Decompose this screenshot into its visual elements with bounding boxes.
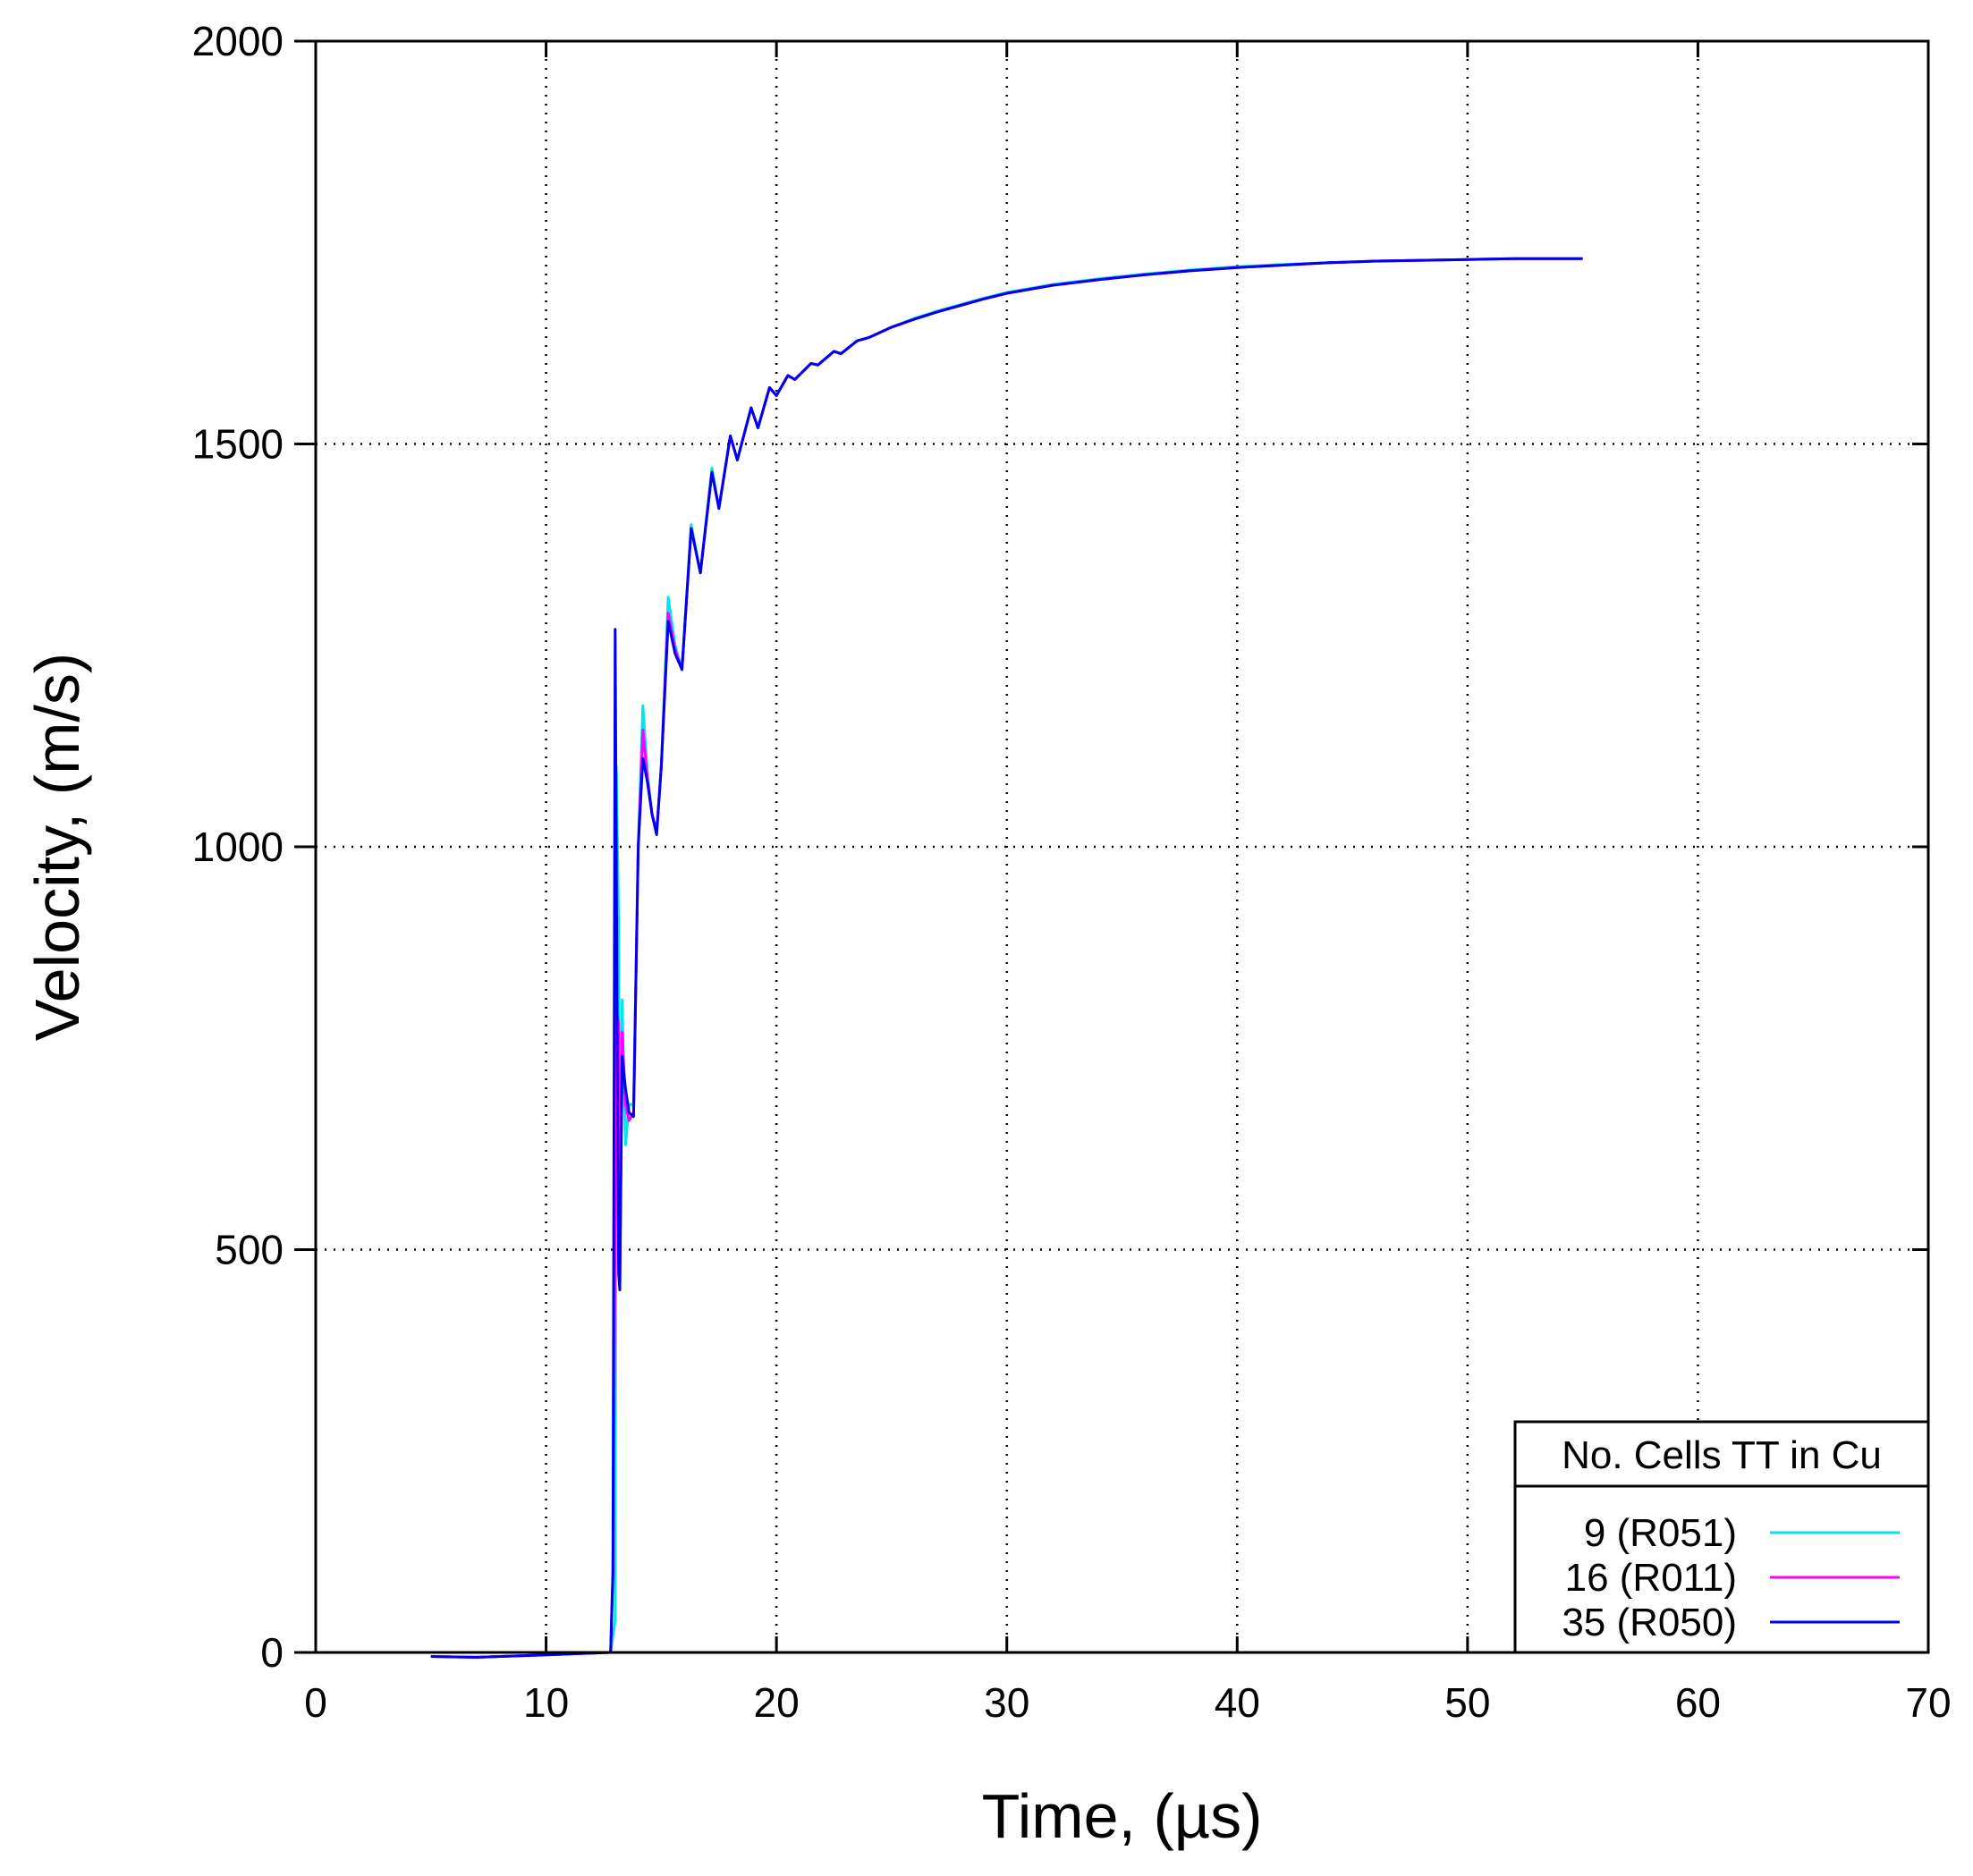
- grid-lines: [316, 41, 1928, 1652]
- x-tick-label: 70: [1905, 1679, 1951, 1726]
- legend-label-3: 35 (R050): [1562, 1601, 1737, 1644]
- legend-entries: 9 (R051)16 (R011)35 (R050): [1562, 1511, 1900, 1644]
- x-tick-label: 50: [1444, 1679, 1490, 1726]
- y-tick-label: 1500: [192, 421, 284, 468]
- y-tick-label: 2000: [192, 18, 284, 64]
- x-tick-label: 60: [1675, 1679, 1721, 1726]
- series-lines: [430, 257, 1583, 1659]
- axis-ticks: 0 10 20 30 40 50 60 70 0 500 1000 1500 2000: [192, 18, 1952, 1726]
- series-line-3: [430, 257, 1583, 1659]
- legend-label-1: 9 (R051): [1584, 1511, 1737, 1555]
- legend-label-2: 16 (R011): [1565, 1556, 1737, 1600]
- legend-box: [1513, 1420, 1930, 1654]
- x-tick-label: 0: [304, 1679, 327, 1726]
- y-axis-title: Velocity, (m/s): [22, 653, 92, 1041]
- x-tick-label: 30: [984, 1679, 1029, 1726]
- y-tick-label: 1000: [192, 824, 284, 870]
- y-tick-label: 0: [260, 1629, 284, 1676]
- legend-title: No. Cells TT in Cu: [1562, 1433, 1882, 1477]
- x-tick-label: 40: [1215, 1679, 1260, 1726]
- legend: No. Cells TT in Cu 9 (R051)16 (R011)35 (…: [1513, 1420, 1930, 1654]
- x-tick-label: 10: [523, 1679, 569, 1726]
- x-tick-label: 20: [754, 1679, 800, 1726]
- y-tick-label: 500: [215, 1227, 284, 1273]
- x-axis-title: Time, (µs): [982, 1781, 1263, 1851]
